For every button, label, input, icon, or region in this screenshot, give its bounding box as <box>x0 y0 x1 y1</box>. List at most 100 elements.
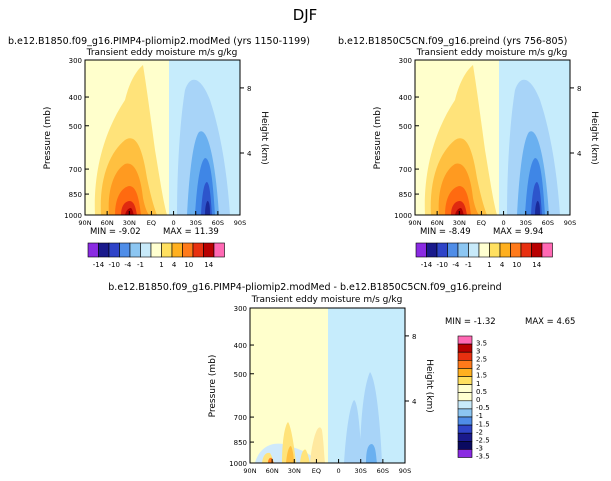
ytick-label: 700 <box>234 414 247 422</box>
colorbar-box <box>457 400 473 410</box>
ytick-label: 300 <box>234 305 247 313</box>
colorbar-box <box>457 432 473 442</box>
panel-3-contours <box>250 308 405 463</box>
colorbar-label: -4 <box>452 261 460 269</box>
colorbar-label: -3.5 <box>476 453 490 461</box>
panel-2-ylabel-right: Height (km) <box>589 111 599 165</box>
xtick-label: 90S <box>564 219 576 227</box>
xtick-label: 60N <box>101 219 114 227</box>
xtick-label: 60N <box>266 467 279 475</box>
colorbar-box <box>520 242 532 258</box>
xtick-label: 30S <box>520 219 532 227</box>
colorbar-label: 1 <box>476 380 480 388</box>
colorbar-3: 3.532.521.510.50-0.5-1-1.5-2-2.5-3-3.5 <box>457 335 490 461</box>
panel-2: b.e12.B1850C5CN.f09_g16.preind (yrs 756-… <box>338 36 599 237</box>
colorbar-box <box>108 242 120 258</box>
ytick-label: 500 <box>69 123 82 131</box>
colorbar-label: 1 <box>159 261 163 269</box>
colorbar-label: -1 <box>137 261 144 269</box>
colorbar-label: 1.5 <box>476 372 487 380</box>
colorbar-box <box>203 242 215 258</box>
xtick-label: 90N <box>243 467 256 475</box>
colorbar-box <box>457 440 473 450</box>
xtick-label: 90S <box>234 219 246 227</box>
panel-3-ylabel: Pressure (mb) <box>208 355 218 418</box>
colorbar-label: 1 <box>487 261 491 269</box>
colorbar-label: 4 <box>500 261 505 269</box>
height-tick-label: 8 <box>577 85 581 93</box>
colorbar-box <box>213 242 225 258</box>
colorbar-box <box>129 242 141 258</box>
colorbar-box <box>457 351 473 361</box>
xtick-label: 30N <box>453 219 466 227</box>
colorbar-box <box>468 242 480 258</box>
colorbar-label: 4 <box>172 261 177 269</box>
colorbar-label: -14 <box>93 261 105 269</box>
colorbar-label: -1 <box>476 412 483 420</box>
colorbar-box <box>457 449 473 458</box>
colorbar-box <box>171 242 183 258</box>
ytick-label: 850 <box>399 191 412 199</box>
colorbar-label: -4 <box>124 261 132 269</box>
xtick-label: 30S <box>355 467 367 475</box>
colorbar-1: -14 -10 -4 -1 1 4 10 14 <box>87 242 225 269</box>
panel-3-subtitle: Transient eddy moisture m/s g/kg <box>251 295 403 305</box>
panel-2-frame <box>414 59 571 216</box>
panel-3-title: b.e12.B1850.f09_g16.PIMP4-pliomip2.modMe… <box>108 282 501 293</box>
height-tick-label: 8 <box>412 333 416 341</box>
xtick-label: EQ <box>312 467 321 475</box>
colorbar-box <box>457 242 469 258</box>
ytick-label: 500 <box>399 123 412 131</box>
xtick-label: 90N <box>408 219 421 227</box>
panel-1-frame <box>84 59 241 216</box>
colorbar-label: 0 <box>476 396 480 404</box>
colorbar-label: -2.5 <box>476 436 490 444</box>
colorbar-box <box>478 242 490 258</box>
ytick-label: 400 <box>399 94 412 102</box>
panel-2-title: b.e12.B1850C5CN.f09_g16.preind (yrs 756-… <box>338 36 567 47</box>
colorbar-box <box>510 242 522 258</box>
colorbar-box <box>457 368 473 377</box>
panel-3-max: MAX = 4.65 <box>525 317 575 327</box>
xtick-label: 30N <box>123 219 136 227</box>
colorbar-2: -14 -10 -4 -1 1 4 10 14 <box>415 242 553 269</box>
colorbar-label: -1.5 <box>476 420 490 428</box>
colorbar-box <box>150 242 162 258</box>
panel-2-max: MAX = 9.94 <box>493 227 543 237</box>
height-tick-label: 8 <box>247 85 251 93</box>
page-title: DJF <box>293 6 318 24</box>
colorbar-box <box>426 242 438 258</box>
colorbar-label: -1 <box>465 261 472 269</box>
ytick-label: 400 <box>234 342 247 350</box>
xtick-label: 60S <box>212 219 224 227</box>
colorbar-box <box>98 242 110 258</box>
colorbar-box <box>457 424 473 434</box>
colorbar-label: -3 <box>476 445 483 453</box>
colorbar-label: -10 <box>437 261 448 269</box>
panel-1-min: MIN = -9.02 <box>90 227 141 237</box>
panel-2-subtitle: Transient eddy moisture m/s g/kg <box>416 48 568 58</box>
colorbar-label: 2.5 <box>476 355 487 363</box>
xtick-label: 0 <box>502 219 506 227</box>
colorbar-box <box>541 242 553 258</box>
ytick-label: 1000 <box>64 212 82 220</box>
colorbar-label: 3 <box>476 347 480 355</box>
panel-1-contours <box>85 60 240 215</box>
ytick-label: 700 <box>69 166 82 174</box>
colorbar-box <box>457 384 473 394</box>
colorbar-box <box>457 408 473 418</box>
height-tick-label: 4 <box>412 398 417 406</box>
xtick-label: 30N <box>288 467 301 475</box>
ytick-label: 700 <box>399 166 412 174</box>
colorbar-box <box>531 242 543 258</box>
ytick-label: 300 <box>399 57 412 65</box>
ytick-label: 850 <box>234 439 247 447</box>
xtick-label: EQ <box>147 219 156 227</box>
colorbar-box <box>182 242 194 258</box>
colorbar-box <box>457 343 473 353</box>
colorbar-label: 0.5 <box>476 388 487 396</box>
colorbar-box <box>192 242 204 258</box>
